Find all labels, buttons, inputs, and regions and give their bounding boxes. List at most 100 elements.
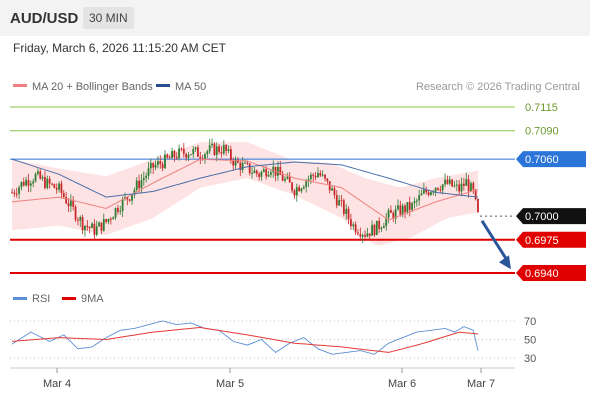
- candle-body: [314, 175, 317, 178]
- candle-body: [117, 207, 119, 212]
- candle-body: [105, 219, 108, 222]
- candle-body: [138, 180, 140, 189]
- candle-body: [185, 153, 188, 158]
- candle-body: [246, 162, 249, 164]
- candle-body: [227, 149, 230, 151]
- candle-body: [385, 217, 388, 227]
- candle-body: [32, 181, 35, 184]
- level-tag-0.7060: [516, 151, 586, 168]
- candle-body: [86, 225, 89, 227]
- level-label-0.7115: 0.7115: [525, 102, 558, 114]
- candle-body: [272, 166, 275, 173]
- candle-body: [93, 223, 96, 235]
- ma50-line: [11, 158, 479, 198]
- bollinger-band-fill: [12, 142, 478, 246]
- ma20-legend-label: MA 20 + Bollinger Bands: [32, 81, 153, 93]
- candle-body: [159, 161, 162, 165]
- candle-body: [326, 178, 329, 182]
- candle-body: [74, 206, 77, 220]
- candle-body: [281, 174, 284, 181]
- candle-body: [182, 148, 185, 154]
- candle-body: [277, 167, 279, 176]
- candle-body: [109, 218, 112, 220]
- candle-body: [142, 177, 145, 181]
- candle-body: [312, 174, 315, 176]
- candle-body: [335, 195, 338, 206]
- candle-body: [420, 193, 423, 196]
- candle-body: [171, 150, 173, 159]
- candle-body: [149, 162, 152, 169]
- candle-body: [269, 172, 272, 175]
- candle-body: [48, 178, 51, 184]
- candle-body: [46, 178, 49, 188]
- moving-averages: [11, 158, 479, 221]
- rsi-legend-label: RSI: [32, 293, 50, 305]
- candle-body: [446, 179, 449, 184]
- candle-body: [102, 219, 105, 231]
- candle-body: [307, 179, 310, 182]
- candle-body: [53, 184, 56, 188]
- candle-body: [41, 177, 44, 179]
- candle-body: [357, 232, 359, 235]
- candle-body: [51, 183, 53, 185]
- candle-body: [229, 149, 232, 161]
- candle-body: [84, 225, 86, 231]
- candle-body: [352, 224, 355, 227]
- candle-body: [302, 187, 305, 189]
- candle-body: [434, 187, 437, 192]
- candle-body: [455, 184, 458, 186]
- candle-body: [474, 189, 477, 200]
- candle-body: [397, 205, 399, 210]
- candle-body: [415, 200, 418, 202]
- candle-body: [284, 178, 286, 181]
- candle-body: [239, 162, 242, 171]
- candle-body: [112, 217, 115, 220]
- candle-body: [213, 143, 216, 155]
- candle-body: [347, 208, 350, 220]
- candle-body: [354, 224, 357, 233]
- candle-body: [18, 187, 20, 194]
- candle-body: [295, 187, 298, 196]
- rsi-ma-legend-label: 9MA: [81, 293, 104, 305]
- candle-body: [321, 174, 324, 176]
- candle-body: [406, 202, 409, 213]
- interval-badge[interactable]: 30 MIN: [83, 7, 134, 29]
- rsi-ma-legend-swatch: [62, 297, 76, 300]
- candle-body: [107, 218, 110, 222]
- candle-body: [121, 198, 124, 211]
- candle-body: [324, 174, 326, 179]
- candle-body: [22, 181, 25, 186]
- candle-body: [453, 185, 456, 187]
- candle-body: [140, 180, 143, 189]
- candle-body: [380, 227, 383, 229]
- candle-body: [128, 199, 131, 201]
- candle-body: [44, 177, 46, 188]
- x-axis: Mar 4 Mar 5 Mar 6 Mar 7: [10, 367, 515, 390]
- candle-body: [76, 219, 79, 221]
- candle-body: [430, 192, 432, 195]
- rsi-line: [11, 320, 479, 355]
- candle-body: [267, 174, 270, 177]
- candle-body: [154, 164, 157, 168]
- candle-body: [394, 209, 397, 219]
- chart-datetime: Friday, March 6, 2026 11:15:20 AM CET: [13, 41, 226, 55]
- level-label-0.7000: 0.7000: [525, 211, 559, 223]
- candle-body: [390, 210, 392, 213]
- candle-body: [477, 199, 479, 213]
- candle-body: [145, 175, 148, 178]
- candle-body: [260, 171, 263, 177]
- candle-body: [451, 179, 454, 187]
- level-label-0.6975: 0.6975: [525, 235, 559, 247]
- candle-body: [467, 179, 470, 192]
- credit-text: Research © 2026 Trading Central: [416, 81, 580, 93]
- candle-body: [333, 188, 336, 196]
- candle-body: [427, 192, 430, 195]
- candle-body: [437, 187, 439, 190]
- candle-body: [366, 233, 369, 237]
- candle-body: [147, 168, 150, 176]
- candle-body: [399, 205, 402, 215]
- rsi-panel: 70 50 30: [10, 316, 536, 365]
- candle-body: [173, 150, 176, 158]
- candle-body: [248, 163, 251, 174]
- candle-body: [95, 226, 98, 235]
